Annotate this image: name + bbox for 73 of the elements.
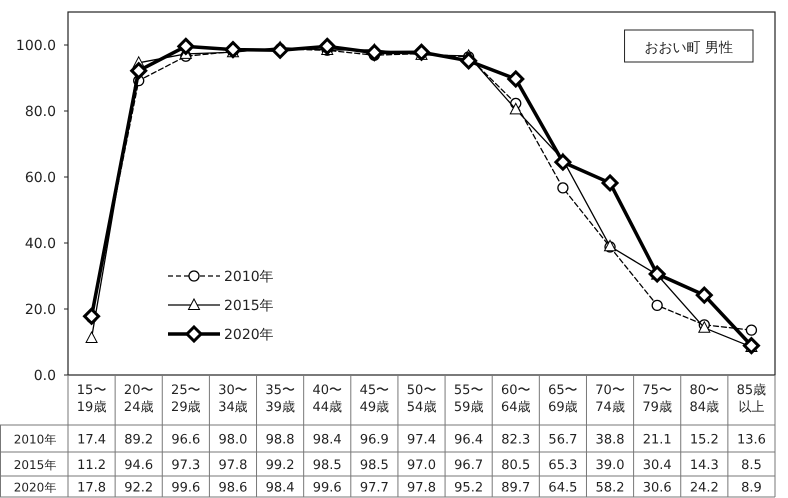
legend-label: 2015年 — [224, 298, 274, 314]
data-label: 97.8 — [407, 480, 436, 496]
data-label: 94.6 — [124, 458, 154, 473]
data-label: 98.8 — [266, 432, 295, 448]
text: 2010年 — [14, 432, 56, 446]
data-label: 82.3 — [501, 432, 530, 448]
legend-label: 2010年 — [224, 269, 274, 285]
data-label: 92.2 — [124, 480, 154, 496]
data-label: 21.1 — [642, 432, 672, 448]
y-tick-label: 60.0 — [24, 170, 56, 186]
x-tick-label: 75〜79歳 — [642, 383, 672, 415]
x-tick-label: 20〜24歳 — [124, 383, 154, 415]
data-label: 99.6 — [171, 480, 200, 496]
x-tick-label: 15〜19歳 — [76, 383, 106, 415]
data-label: 96.9 — [360, 432, 389, 448]
data-label: 15.2 — [690, 432, 719, 448]
y-tick-label: 40.0 — [24, 236, 56, 252]
data-label: 99.2 — [266, 458, 295, 473]
x-tick-label: 65〜69歳 — [548, 383, 578, 415]
data-label: 89.7 — [501, 480, 530, 496]
data-label: 97.3 — [171, 458, 200, 473]
data-label: 98.4 — [312, 432, 342, 448]
text: おおい町 男性 — [644, 40, 733, 56]
x-tick-label: 55〜59歳 — [454, 383, 484, 415]
x-tick-label: 35〜39歳 — [265, 383, 295, 415]
y-tick-label: 100.0 — [16, 38, 56, 54]
x-tick-label: 70〜74歳 — [595, 383, 625, 415]
data-label: 97.8 — [218, 458, 248, 473]
data-label: 97.0 — [407, 458, 436, 473]
x-tick-label: 60〜64歳 — [500, 383, 531, 415]
data-label: 96.7 — [454, 458, 484, 473]
x-tick-label: 45〜49歳 — [360, 383, 390, 415]
data-label: 96.6 — [171, 432, 200, 448]
x-tick-label: 80〜84歳 — [690, 383, 720, 415]
text: 2020年 — [14, 480, 56, 494]
data-label: 8.9 — [741, 480, 762, 496]
data-label: 96.4 — [454, 432, 484, 448]
data-label: 98.6 — [218, 480, 248, 496]
x-tick-label: 85歳以上 — [736, 383, 766, 415]
data-label: 8.5 — [741, 458, 762, 473]
data-label: 95.2 — [454, 480, 484, 496]
data-label: 38.8 — [596, 432, 625, 448]
data-label: 89.2 — [124, 432, 154, 448]
data-label: 98.0 — [218, 432, 248, 448]
x-tick-label: 40〜44歳 — [312, 383, 342, 415]
data-label: 24.2 — [690, 480, 719, 496]
data-label: 14.3 — [690, 458, 719, 473]
data-label: 39.0 — [596, 458, 625, 473]
data-label: 97.4 — [407, 432, 436, 448]
data-label: 64.5 — [548, 480, 578, 496]
y-tick-label: 0.0 — [34, 368, 56, 384]
data-label: 17.8 — [77, 480, 106, 496]
data-label: 17.4 — [77, 432, 106, 448]
y-tick-label: 20.0 — [24, 302, 56, 318]
y-tick-label: 80.0 — [24, 104, 56, 120]
x-tick-label: 25〜29歳 — [171, 383, 201, 415]
data-label: 56.7 — [548, 432, 578, 448]
data-label: 80.5 — [501, 458, 530, 473]
data-label: 30.4 — [642, 458, 672, 473]
legend-label: 2020年 — [224, 327, 274, 343]
data-label: 30.6 — [642, 480, 672, 496]
x-tick-label: 50〜54歳 — [406, 383, 436, 415]
data-label: 98.5 — [312, 458, 342, 473]
data-label: 97.7 — [360, 480, 389, 496]
data-label: 98.5 — [360, 458, 389, 473]
data-label: 65.3 — [548, 458, 578, 473]
text: 2015年 — [14, 458, 56, 472]
x-tick-label: 30〜34歳 — [218, 383, 248, 415]
data-label: 58.2 — [596, 480, 625, 496]
data-label: 99.6 — [312, 480, 342, 496]
data-label: 98.4 — [266, 480, 295, 496]
data-label: 11.2 — [77, 458, 106, 473]
data-label: 13.6 — [736, 432, 766, 448]
